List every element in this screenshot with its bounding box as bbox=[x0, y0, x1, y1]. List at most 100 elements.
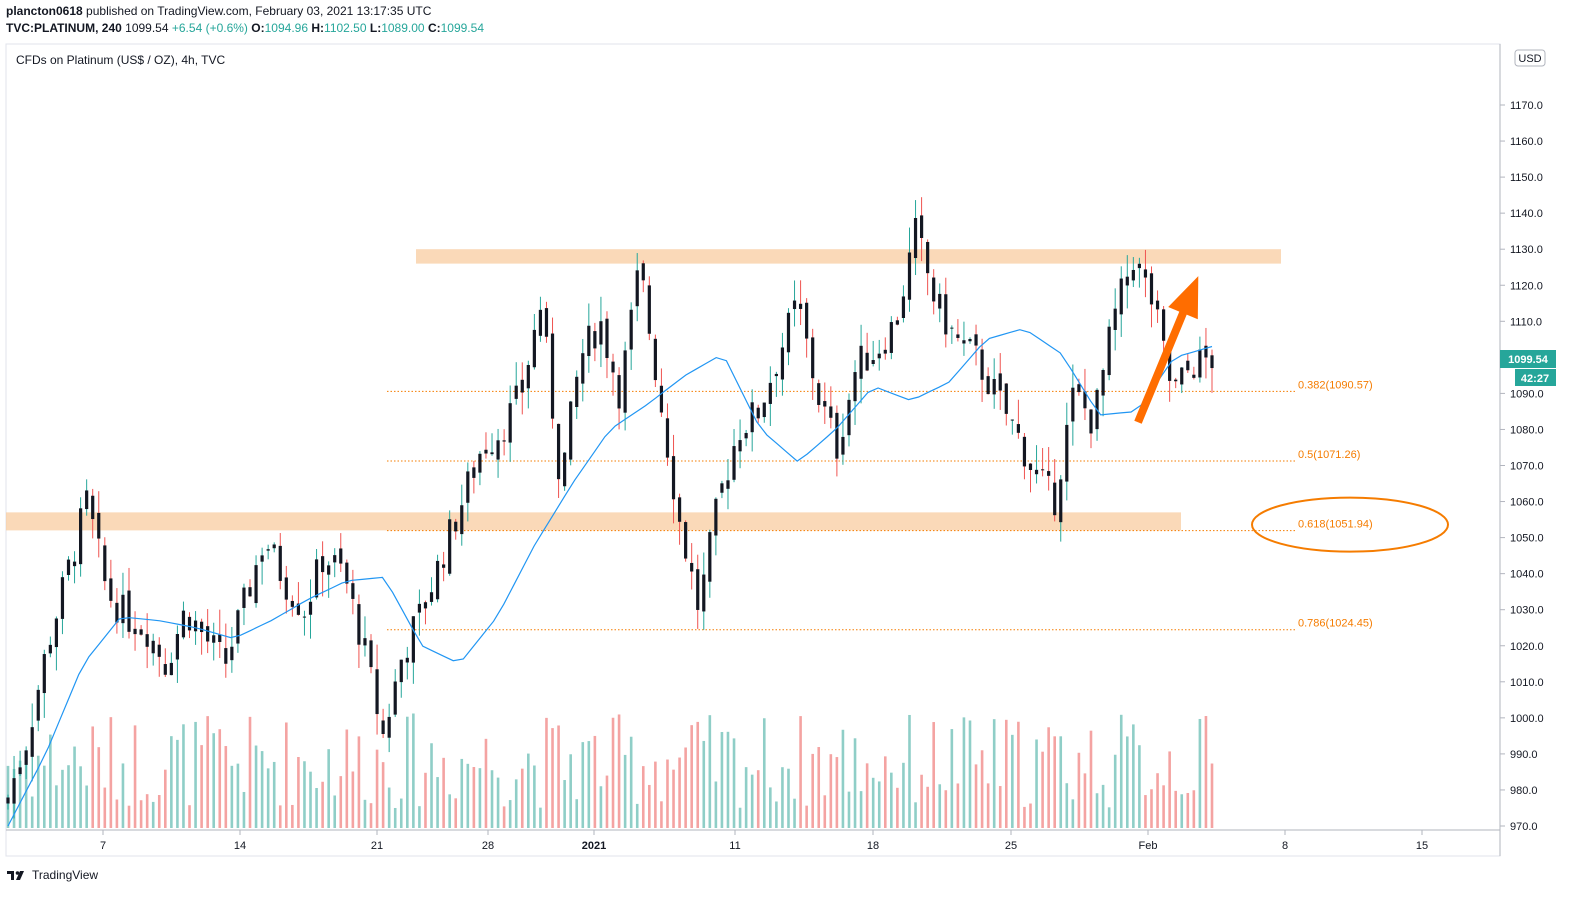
volume-bar bbox=[793, 798, 796, 828]
volume-bar bbox=[684, 747, 687, 828]
candle-body bbox=[187, 616, 192, 631]
candle-body bbox=[647, 285, 651, 334]
candle-body bbox=[484, 449, 488, 454]
candle-body bbox=[962, 340, 966, 344]
volume-bar bbox=[944, 790, 948, 828]
price-tick-label: 1060.0 bbox=[1510, 497, 1544, 509]
volume-bar bbox=[1119, 714, 1123, 828]
candle-body bbox=[538, 309, 543, 336]
volume-bar bbox=[527, 753, 530, 828]
candle-body bbox=[690, 562, 694, 572]
close-label: C: bbox=[427, 21, 441, 35]
volume-bar bbox=[696, 721, 700, 828]
candle-body bbox=[563, 452, 567, 487]
volume-bar bbox=[575, 799, 579, 828]
volume-bar bbox=[1035, 739, 1038, 828]
candle-body bbox=[181, 610, 186, 638]
trend-arrow[interactable] bbox=[1134, 276, 1199, 424]
volume-bar bbox=[599, 786, 603, 828]
volume-bar bbox=[708, 715, 712, 828]
price-axis[interactable]: 970.0 980.0 990.0 1000.0 1010.0 1020.0 1030.0 1… bbox=[1500, 100, 1544, 833]
candle-body bbox=[938, 293, 942, 309]
support-zone[interactable] bbox=[6, 512, 1181, 531]
time-tick-label: 7 bbox=[100, 840, 106, 852]
price-tick-label: 1160.0 bbox=[1510, 136, 1543, 148]
candle-body bbox=[974, 334, 978, 346]
volume-bar bbox=[260, 751, 264, 828]
candle-body bbox=[169, 662, 173, 676]
candle-body bbox=[569, 401, 573, 460]
volume-bar bbox=[454, 798, 458, 828]
candle-body bbox=[145, 634, 149, 647]
currency-badge[interactable] bbox=[1514, 49, 1546, 67]
candle-body bbox=[1004, 383, 1008, 414]
resistance-zone[interactable] bbox=[416, 249, 1281, 264]
candle-body bbox=[1047, 471, 1051, 476]
candle-body bbox=[575, 376, 579, 408]
volume-bar bbox=[55, 785, 58, 828]
candle-body bbox=[1198, 349, 1202, 378]
candle-body bbox=[901, 296, 906, 318]
volume-bar bbox=[623, 754, 627, 828]
candle-body bbox=[756, 407, 760, 419]
candle-body bbox=[532, 329, 536, 368]
volume-bar bbox=[914, 802, 917, 828]
candle-body bbox=[423, 602, 428, 609]
volume-bar bbox=[97, 747, 101, 828]
candle-body bbox=[762, 402, 766, 418]
candle-body bbox=[85, 490, 89, 510]
volume-bar bbox=[702, 740, 706, 828]
publisher-name[interactable]: plancton0618 bbox=[6, 4, 83, 18]
price-change: +6.54 (+0.6%) bbox=[171, 21, 248, 35]
volume-bar bbox=[986, 783, 990, 828]
time-tick-label: 18 bbox=[867, 840, 879, 852]
volume-bar bbox=[726, 731, 730, 828]
candle-body bbox=[97, 512, 101, 539]
volume-bar bbox=[442, 757, 445, 828]
volume-bar bbox=[769, 787, 772, 828]
candle-body bbox=[520, 379, 524, 393]
price-tick-label: 1140.0 bbox=[1510, 208, 1543, 220]
volume-bar bbox=[756, 770, 760, 828]
volume-bar bbox=[1095, 793, 1099, 828]
time-tick-label: 21 bbox=[371, 840, 383, 852]
candle-body bbox=[919, 215, 924, 238]
candle-body bbox=[399, 659, 403, 683]
candle-body bbox=[768, 382, 772, 404]
volume-bar bbox=[853, 738, 857, 828]
volume-bar bbox=[1198, 718, 1202, 828]
volume-bar bbox=[472, 767, 476, 828]
volume-bar bbox=[1017, 721, 1020, 828]
price-tick-label: 1110.0 bbox=[1510, 316, 1542, 328]
candle-body bbox=[696, 569, 700, 610]
candle-body bbox=[1053, 482, 1057, 516]
candle-body bbox=[91, 495, 95, 520]
candle-body bbox=[115, 602, 119, 623]
candle-body bbox=[847, 399, 851, 436]
volume-bars bbox=[6, 713, 1214, 828]
candle-body bbox=[823, 401, 827, 407]
candle-body bbox=[635, 270, 639, 307]
time-axis[interactable]: 7 14 21 28 2021 11 18 25 Feb 8 15 bbox=[100, 830, 1428, 852]
candle-body bbox=[1192, 374, 1196, 378]
candle-body bbox=[659, 385, 664, 413]
candle-body bbox=[956, 334, 960, 338]
volume-bar bbox=[1125, 736, 1129, 828]
volume-bar bbox=[896, 787, 899, 828]
volume-bar bbox=[61, 769, 64, 828]
volume-bar bbox=[938, 784, 942, 828]
candle-body bbox=[278, 545, 282, 581]
volume-bar bbox=[1113, 754, 1117, 828]
open-label: O: bbox=[251, 21, 265, 35]
volume-bar bbox=[176, 739, 179, 828]
candle-body bbox=[442, 564, 446, 568]
volume-bar bbox=[430, 743, 433, 828]
footer-brand[interactable]: TradingView bbox=[32, 868, 99, 882]
arrow-shape[interactable] bbox=[1134, 276, 1199, 424]
candle-body bbox=[448, 519, 452, 574]
highlight-ellipse[interactable] bbox=[1251, 496, 1449, 553]
candle-body bbox=[805, 302, 809, 339]
price-tick-label: 1120.0 bbox=[1510, 280, 1543, 292]
volume-bar bbox=[605, 775, 609, 828]
